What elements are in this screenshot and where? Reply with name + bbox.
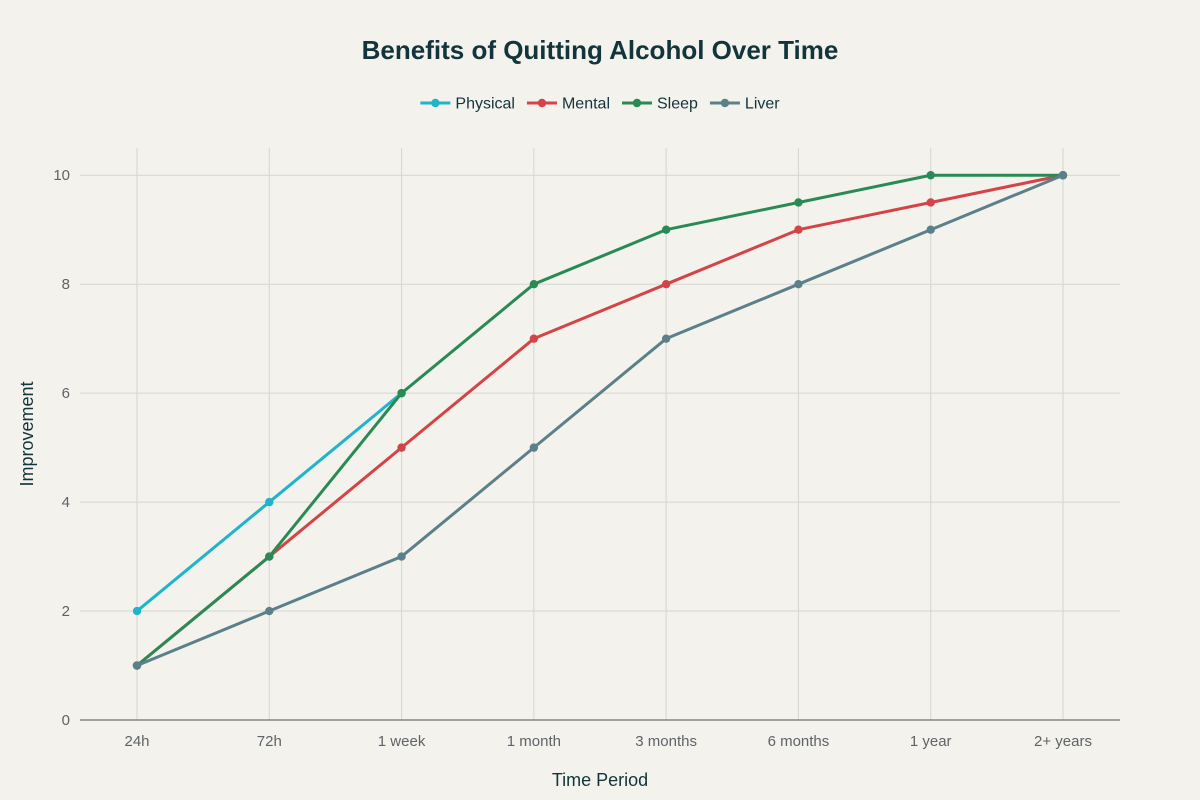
legend-label-mental: Mental	[562, 96, 610, 113]
legend-label-liver: Liver	[745, 96, 780, 113]
data-point-liver	[397, 552, 406, 561]
legend-marker-mental	[537, 98, 547, 108]
chart-title: Benefits of Quitting Alcohol Over Time	[362, 35, 839, 65]
legend-marker-physical	[431, 98, 440, 108]
y-axis-title: Improvement	[17, 381, 37, 486]
series-line-liver	[135, 173, 1065, 668]
grid	[80, 148, 1120, 720]
data-point-liver	[794, 279, 803, 289]
y-tick-label: 8	[62, 276, 70, 293]
axes: 24h 72h 1 week 1 month 3 months 6 months 1 yea…	[53, 167, 1120, 750]
y-tick-label: 0	[62, 712, 70, 729]
legend-item-liver[interactable]: Liver	[709, 96, 780, 113]
series-sleep	[132, 171, 1068, 670]
x-axis-title: Time Period	[552, 770, 648, 790]
x-tick-label: 72h	[257, 733, 282, 750]
data-point-sleep	[661, 225, 671, 234]
data-point-mental	[661, 279, 671, 289]
legend: Physical Mental Sleep Liver	[420, 96, 780, 113]
legend-label-sleep: Sleep	[657, 96, 698, 113]
x-tick-label: 2+ years	[1034, 733, 1092, 750]
data-point-mental	[794, 225, 803, 234]
series-line-mental	[135, 173, 1065, 668]
x-tick-label: 1 week	[378, 733, 426, 750]
data-point-sleep	[794, 198, 803, 207]
data-point-sleep	[529, 279, 539, 289]
data-point-sleep	[926, 171, 935, 180]
data-point-liver	[265, 606, 274, 616]
y-tick-label: 4	[62, 494, 70, 511]
data-point-liver	[132, 661, 142, 670]
x-tick-label: 24h	[124, 733, 149, 750]
y-tick-label: 10	[53, 167, 70, 184]
series-mental	[132, 171, 1068, 670]
series-layer	[132, 171, 1068, 670]
data-point-mental	[397, 443, 406, 452]
legend-label-physical: Physical	[455, 96, 515, 113]
data-point-liver	[529, 443, 539, 452]
legend-item-mental[interactable]: Mental	[526, 96, 610, 113]
data-point-physical	[265, 497, 274, 507]
data-point-mental	[926, 198, 935, 207]
data-point-sleep	[397, 388, 406, 398]
x-tick-label: 6 months	[768, 733, 830, 750]
data-point-liver	[926, 225, 935, 234]
data-point-liver	[661, 334, 671, 343]
x-tick-label: 1 month	[507, 733, 561, 750]
series-liver	[132, 171, 1068, 670]
y-tick-label: 2	[62, 603, 70, 620]
data-point-mental	[529, 334, 539, 343]
legend-marker-liver	[720, 98, 730, 108]
x-tick-label: 1 year	[910, 733, 952, 750]
series-line-sleep	[135, 173, 1065, 668]
legend-item-physical[interactable]: Physical	[420, 96, 515, 113]
legend-item-sleep[interactable]: Sleep	[622, 96, 698, 113]
x-tick-label: 3 months	[635, 733, 697, 750]
data-point-physical	[132, 606, 142, 616]
legend-marker-sleep	[632, 98, 642, 108]
data-point-liver	[1058, 171, 1068, 180]
data-point-sleep	[265, 552, 274, 561]
y-tick-label: 6	[62, 385, 70, 402]
